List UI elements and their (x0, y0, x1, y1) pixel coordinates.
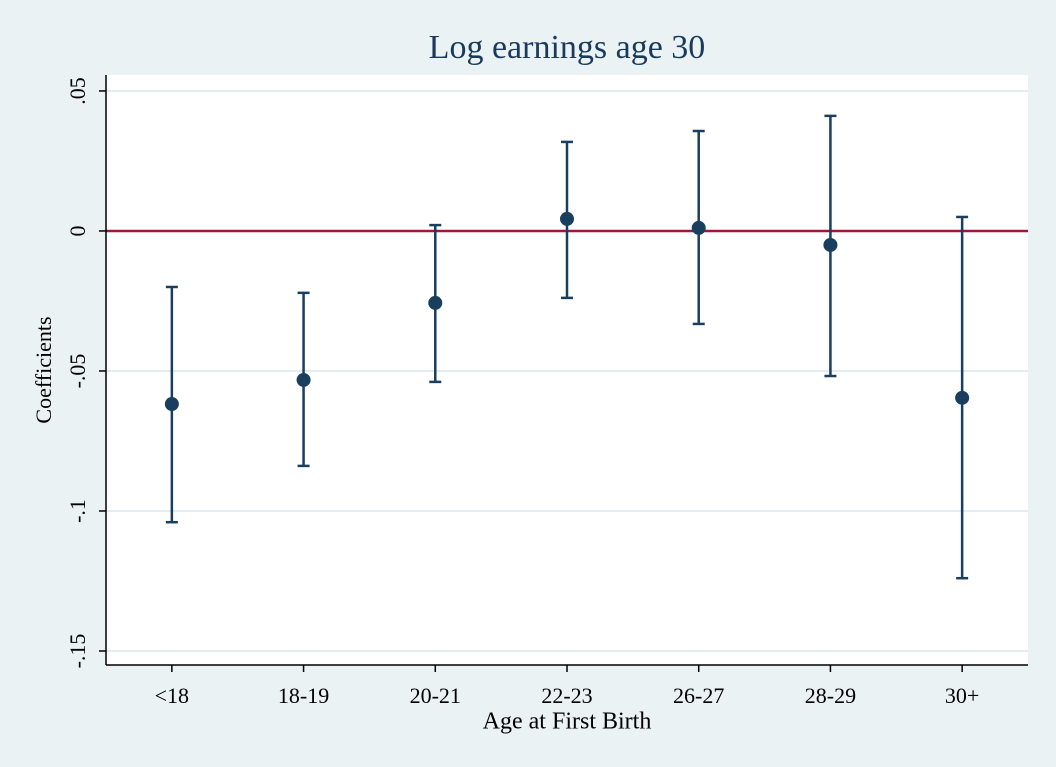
x-tick-label: 20-21 (410, 683, 461, 708)
y-tick-label: -.1 (65, 499, 90, 523)
x-axis-title: Age at First Birth (483, 709, 652, 735)
x-tick-label: 28-29 (805, 683, 856, 708)
chart-title: Log earnings age 30 (429, 29, 706, 66)
point (560, 211, 574, 226)
point (823, 237, 838, 252)
x-tick-label: <18 (155, 683, 189, 708)
x-tick-label: 26-27 (673, 683, 724, 708)
point (955, 390, 970, 405)
x-tick-label: 22-23 (541, 683, 592, 708)
point (428, 295, 443, 310)
y-tick-label: 0 (65, 225, 90, 236)
x-tick-label: 30+ (945, 683, 979, 708)
x-tick-label: 18-19 (278, 683, 329, 708)
y-tick-label: .05 (65, 77, 90, 105)
y-tick-label: -.15 (65, 634, 90, 669)
y-axis-title: Coefficients (31, 316, 56, 423)
point (296, 372, 311, 387)
point (164, 397, 179, 412)
point (691, 220, 706, 235)
y-tick-label: -.05 (65, 354, 90, 389)
